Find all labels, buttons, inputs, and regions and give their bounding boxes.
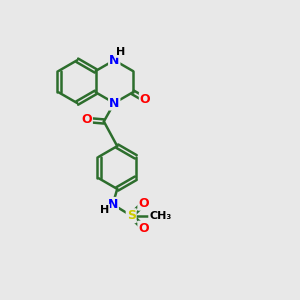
- Text: H: H: [100, 205, 109, 215]
- Text: H: H: [116, 47, 125, 57]
- Text: N: N: [108, 198, 118, 211]
- Text: O: O: [138, 197, 149, 210]
- Text: O: O: [81, 113, 92, 127]
- Text: S: S: [127, 209, 136, 222]
- Text: CH₃: CH₃: [149, 211, 171, 221]
- Text: N: N: [109, 54, 119, 67]
- Text: N: N: [109, 97, 119, 110]
- Text: O: O: [140, 93, 150, 106]
- Text: O: O: [138, 222, 149, 235]
